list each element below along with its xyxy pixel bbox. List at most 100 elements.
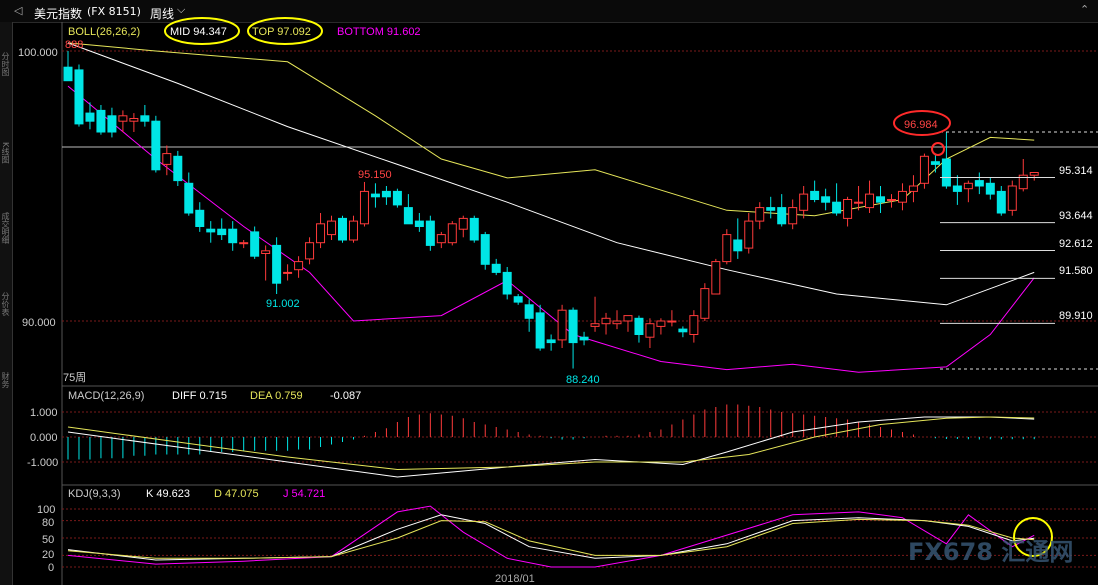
candle-body-49 — [601, 317, 611, 325]
candle-body-34 — [436, 234, 446, 244]
boll-label: BOLL(26,26,2) — [68, 26, 140, 38]
side-tab-1[interactable]: K线图 — [1, 142, 10, 164]
macd-diff-line — [67, 416, 1035, 478]
kdj-k-line — [67, 514, 1035, 561]
boll-bottom-value: BOTTOM 91.602 — [337, 26, 421, 38]
symbol-code: (FX 8151) — [87, 5, 141, 18]
candle-body-3 — [96, 109, 106, 133]
kdj-highlight-circle — [1013, 517, 1053, 557]
candle-body-43 — [535, 312, 545, 349]
macd-axis-neg1: -1.000 — [27, 457, 58, 469]
candle-body-30 — [392, 190, 402, 206]
kdj-j-value: J 54.721 — [283, 488, 325, 500]
candle-body-40 — [502, 271, 512, 295]
candle-body-73 — [865, 193, 875, 209]
level-label-4: 89.910 — [1059, 310, 1093, 322]
candle-body-51 — [623, 315, 633, 322]
candle-body-39 — [491, 263, 501, 273]
date-label: 2018/01 — [495, 573, 535, 585]
kdj-layer — [67, 505, 1035, 568]
candle-body-16 — [239, 242, 249, 245]
candle-body-77 — [908, 185, 918, 192]
candle-body-72 — [854, 201, 864, 204]
period-selector[interactable]: 周线 — [150, 7, 175, 21]
kdj-d-line — [67, 518, 1035, 559]
macd-layer — [67, 404, 1035, 478]
candle-body-12 — [195, 209, 205, 228]
candle-body-75 — [887, 199, 896, 201]
candle-body-42 — [524, 304, 534, 319]
boll-mid-value: MID 94.347 — [170, 26, 227, 38]
candle-body-10 — [173, 155, 183, 182]
candle-body-46 — [568, 309, 578, 344]
candle-body-41 — [513, 296, 523, 303]
candle-body-21 — [294, 261, 304, 271]
candle-body-58 — [700, 288, 710, 319]
candle-body-20 — [283, 271, 293, 274]
side-tab-3[interactable]: 分价表 — [1, 292, 10, 316]
fib-levels-layer — [940, 131, 1098, 370]
level-label-2: 92.612 — [1059, 238, 1093, 250]
candle-body-59 — [711, 261, 721, 295]
level-label-0: 95.314 — [1059, 165, 1093, 177]
candle-body-44 — [546, 339, 556, 344]
candle-body-27 — [359, 190, 369, 225]
candle-body-62 — [744, 220, 754, 249]
recent-high-label: 96.984 — [904, 119, 938, 131]
back-icon[interactable]: ◁ — [14, 4, 23, 17]
side-tab-4[interactable]: 财务 — [1, 372, 10, 388]
candle-body-8 — [151, 120, 161, 171]
macd-value: -0.087 — [330, 390, 361, 402]
macd-dea-value: DEA 0.759 — [250, 390, 303, 402]
candle-body-45 — [557, 309, 567, 341]
candle-body-25 — [338, 217, 347, 241]
candle-body-61 — [733, 239, 743, 252]
symbol-title: 美元指数 — [34, 7, 83, 21]
macd-axis-1: 1.000 — [30, 407, 58, 419]
candle-body-5 — [118, 115, 128, 122]
watermark: FX678 汇通网 — [908, 538, 1073, 566]
side-tab-0[interactable]: 分时图 — [1, 52, 10, 76]
candle-body-36 — [458, 217, 468, 230]
boll-top-line — [67, 42, 1035, 217]
candle-body-83 — [974, 180, 984, 187]
macd-axis-0: 0.000 — [30, 432, 58, 444]
mid-highlight-circle — [164, 17, 240, 45]
side-tab-2[interactable]: 成交明细 — [1, 212, 10, 244]
top-highlight-circle — [247, 17, 323, 45]
candle-body-66 — [788, 207, 798, 225]
candle-body-81 — [952, 185, 962, 192]
kdj-axis-50: 50 — [42, 534, 54, 546]
candle-body-87 — [1018, 174, 1028, 190]
candle-body-52 — [634, 317, 644, 335]
kdj-k-value: K 49.623 — [146, 488, 190, 500]
candle-body-64 — [766, 207, 776, 211]
candle-body-76 — [897, 190, 907, 203]
expand-icon[interactable]: ⌃ — [1080, 3, 1090, 16]
side-tab-strip: 分时图 K线图 成交明细 分价表 财务 — [0, 22, 13, 585]
candle-body-31 — [403, 207, 413, 225]
candle-body-14 — [217, 228, 227, 236]
candle-body-54 — [656, 320, 666, 327]
candle-body-53 — [645, 323, 655, 338]
candle-body-86 — [1007, 185, 1017, 211]
kdj-axis-0: 0 — [48, 562, 54, 574]
candle-body-9 — [162, 153, 172, 165]
candle-body-19 — [272, 244, 282, 284]
candle-body-6 — [129, 118, 139, 122]
candle-body-15 — [228, 228, 238, 244]
level-label-1: 93.644 — [1059, 210, 1093, 222]
candles-layer — [63, 51, 1039, 369]
macd-diff-value: DIFF 0.715 — [172, 390, 227, 402]
recent-high-circle — [893, 110, 951, 136]
candle-body-69 — [821, 196, 831, 203]
boll-layer — [67, 42, 1035, 373]
low-1-label: 91.002 — [266, 298, 300, 310]
macd-label: MACD(12,26,9) — [68, 390, 144, 402]
candle-body-47 — [579, 336, 589, 341]
period-dropdown-icon[interactable]: ⌵ — [177, 3, 186, 16]
candle-body-79 — [930, 161, 940, 165]
candle-body-13 — [206, 228, 216, 233]
candle-body-32 — [414, 220, 424, 228]
